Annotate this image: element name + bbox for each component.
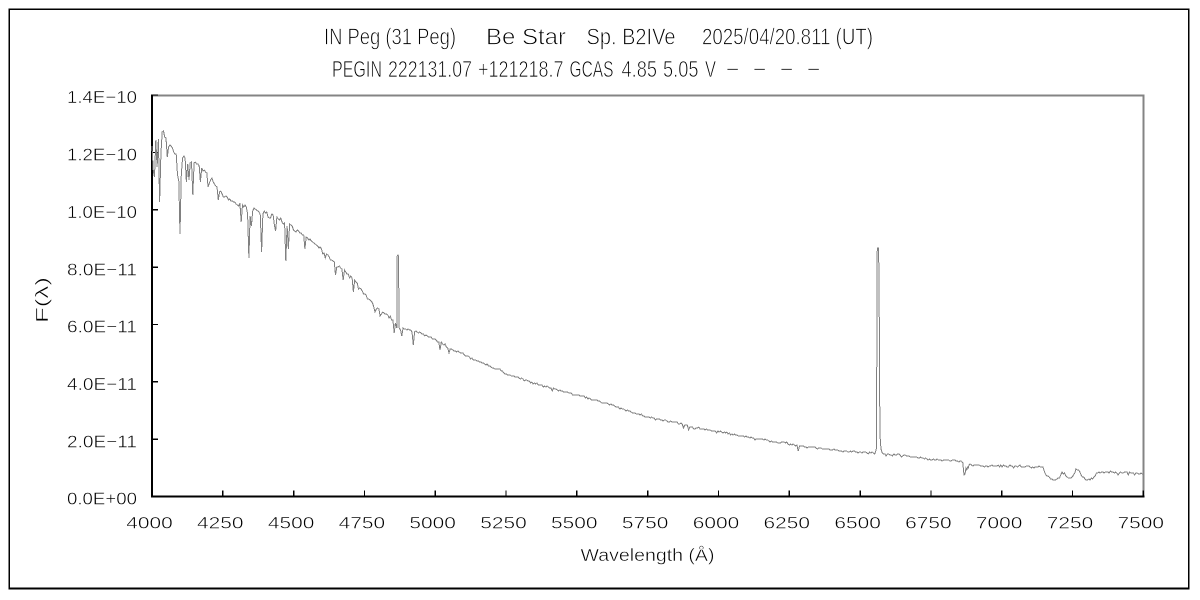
svg-text:GCAS: GCAS: [570, 56, 614, 82]
svg-text:5.05: 5.05: [663, 56, 699, 82]
svg-text:2025/04/20.811 (UT): 2025/04/20.811 (UT): [702, 23, 873, 49]
svg-text:1.2E−10: 1.2E−10: [67, 145, 137, 165]
svg-text:6.0E−11: 6.0E−11: [67, 317, 137, 337]
svg-text:PEGIN: PEGIN: [332, 56, 382, 82]
svg-text:5250: 5250: [480, 515, 527, 533]
svg-text:−: −: [780, 56, 793, 82]
svg-text:8.0E−11: 8.0E−11: [67, 259, 137, 279]
svg-text:4250: 4250: [197, 515, 244, 533]
svg-text:7250: 7250: [1047, 515, 1094, 533]
svg-text:4500: 4500: [268, 515, 315, 533]
svg-text:6000: 6000: [693, 515, 740, 533]
svg-text:4.0E−11: 4.0E−11: [67, 374, 137, 394]
svg-text:5500: 5500: [551, 515, 598, 533]
svg-text:2.0E−11: 2.0E−11: [67, 431, 137, 451]
svg-text:Be Star: Be Star: [486, 23, 566, 49]
svg-text:6250: 6250: [764, 515, 811, 533]
svg-text:−: −: [753, 56, 766, 82]
svg-text:Wavelength (Å): Wavelength (Å): [581, 545, 715, 565]
svg-text:Sp. B2IVe: Sp. B2IVe: [587, 23, 676, 49]
svg-text:+121218.7: +121218.7: [478, 56, 564, 82]
svg-text:7500: 7500: [1118, 515, 1165, 533]
svg-text:6750: 6750: [905, 515, 952, 533]
svg-text:7000: 7000: [976, 515, 1023, 533]
svg-text:F(λ): F(λ): [32, 277, 52, 323]
svg-text:5000: 5000: [409, 515, 456, 533]
svg-text:V: V: [705, 56, 716, 82]
svg-text:4000: 4000: [126, 515, 173, 533]
svg-text:4750: 4750: [339, 515, 386, 533]
svg-text:222131.07: 222131.07: [388, 56, 472, 82]
svg-text:1.0E−10: 1.0E−10: [67, 202, 137, 222]
svg-text:4.85: 4.85: [622, 56, 658, 82]
svg-text:0.0E+00: 0.0E+00: [67, 489, 137, 509]
svg-text:5750: 5750: [622, 515, 669, 533]
svg-text:−: −: [726, 56, 739, 82]
svg-text:1.4E−10: 1.4E−10: [67, 87, 137, 107]
svg-text:6500: 6500: [834, 515, 881, 533]
svg-text:−: −: [807, 56, 820, 82]
svg-text:IN Peg (31 Peg): IN Peg (31 Peg): [324, 23, 456, 49]
